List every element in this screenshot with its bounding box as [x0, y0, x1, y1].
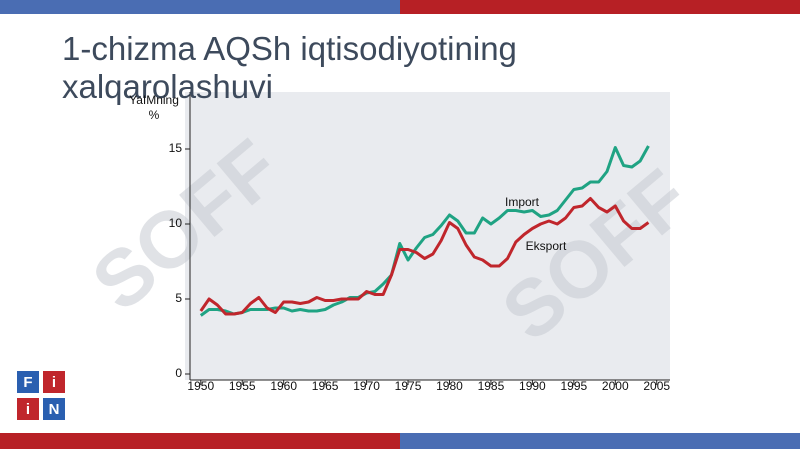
- logo-tile: [17, 371, 39, 393]
- x-tick-label: 1965: [312, 379, 339, 393]
- logo-tile: [43, 398, 65, 420]
- x-tick-label: 1960: [270, 379, 297, 393]
- x-tick-label: 1995: [560, 379, 587, 393]
- x-tick-label: 1970: [353, 379, 380, 393]
- x-tick-label: 1985: [478, 379, 505, 393]
- y-axis-label: YaIMning %: [129, 93, 179, 122]
- logo-tile: [43, 371, 65, 393]
- logo-letter: N: [49, 401, 60, 418]
- x-tick-label: 1990: [519, 379, 546, 393]
- slide-title: 1-chizma AQSh iqtisodiyotining xalqarola…: [62, 30, 517, 105]
- logo-letter: i: [26, 401, 30, 418]
- x-tick-label: 1975: [395, 379, 422, 393]
- top-bar: [400, 0, 800, 14]
- series-line: [199, 197, 650, 316]
- logo-letter: i: [52, 374, 56, 391]
- x-tick-label: 1955: [229, 379, 256, 393]
- y-tick-label: 0: [175, 366, 182, 380]
- x-tick-label: 1950: [187, 379, 214, 393]
- series-label: Import: [505, 195, 540, 209]
- y-tick-label: 5: [175, 291, 182, 305]
- logo-letter: F: [23, 374, 32, 391]
- x-tick-label: 1980: [436, 379, 463, 393]
- x-tick-label: 2005: [643, 379, 670, 393]
- series-label: Eksport: [526, 239, 567, 253]
- bottom-bar: [0, 433, 400, 449]
- top-bar: [0, 0, 400, 14]
- bottom-bar: [400, 433, 800, 449]
- y-tick-label: 10: [169, 216, 183, 230]
- logo-tile: [17, 398, 39, 420]
- series-line: [199, 145, 650, 317]
- y-tick-label: 15: [169, 141, 183, 155]
- x-tick-label: 2000: [602, 379, 629, 393]
